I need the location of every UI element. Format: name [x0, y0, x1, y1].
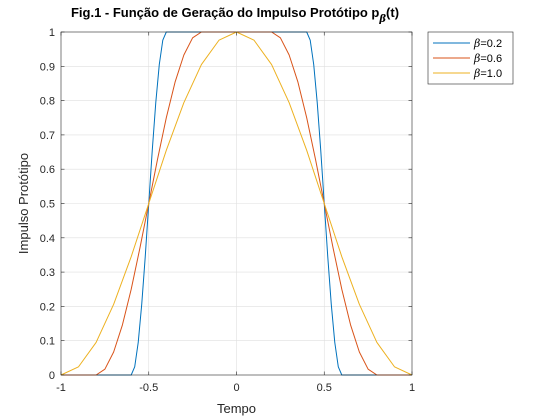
y-tick-label: 0.1 — [40, 336, 55, 348]
chart-title-subscript: β — [378, 14, 386, 25]
chart-title-suffix: (t) — [386, 5, 399, 20]
chart-title-main: Fig.1 - Função de Geração do Impulso Pro… — [71, 5, 379, 20]
y-tick-label: 0.3 — [40, 267, 55, 279]
legend-label-value: =1.0 — [480, 68, 502, 80]
legend-entries: β=0.2β=0.6β=1.0 — [433, 37, 502, 80]
x-axis-label: Tempo — [217, 401, 256, 416]
x-tick-label: 0.5 — [317, 382, 332, 394]
legend-label-symbol: β — [473, 37, 480, 50]
y-axis-label: Impulso Protótipo — [16, 153, 31, 254]
legend-label-value: =0.6 — [480, 53, 502, 65]
y-tick-label: 0 — [49, 370, 55, 382]
legend-label: β=0.2 — [473, 37, 502, 50]
y-tick-label: 0.2 — [40, 301, 55, 313]
tick-marks — [60, 31, 413, 376]
y-tick-label: 0.9 — [40, 61, 55, 73]
legend-label-symbol: β — [473, 67, 480, 80]
y-tick-label: 0.4 — [40, 233, 55, 245]
legend-label-symbol: β — [473, 52, 480, 65]
legend-label: β=0.6 — [473, 52, 502, 65]
x-tick-label: 1 — [409, 382, 415, 394]
x-tick-label: 0 — [233, 382, 239, 394]
y-tick-label: 0.8 — [40, 96, 55, 108]
legend-label: β=1.0 — [473, 67, 502, 80]
x-tick-labels: -1 -0.5 0 0.5 1 — [56, 382, 415, 394]
y-tick-label: 0.6 — [40, 164, 55, 176]
y-tick-label: 0.7 — [40, 130, 55, 142]
x-tick-label: -1 — [56, 382, 66, 394]
y-tick-label: 0.5 — [40, 199, 55, 211]
legend: β=0.2β=0.6β=1.0 — [427, 31, 514, 85]
x-tick-label: -0.5 — [139, 382, 158, 394]
y-tick-labels: 0 0.1 0.2 0.3 0.4 0.5 0.6 0.7 0.8 0.9 1 — [40, 27, 55, 382]
legend-label-value: =0.2 — [480, 38, 502, 50]
chart-title: Fig.1 - Função de Geração do Impulso Pro… — [71, 5, 399, 25]
y-tick-label: 1 — [49, 27, 55, 39]
